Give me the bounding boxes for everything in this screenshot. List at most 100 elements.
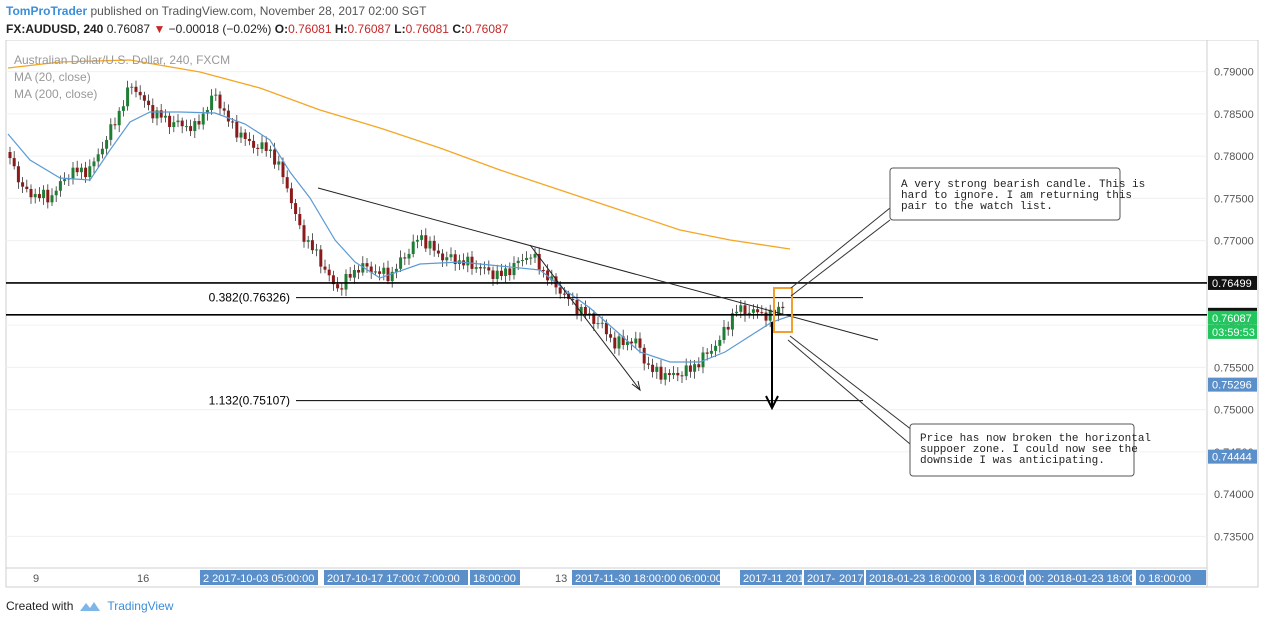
annotation-line: downside I was anticipating. <box>920 455 1105 467</box>
price-tick-label: 0.78500 <box>1214 109 1254 121</box>
candle-body <box>16 166 20 183</box>
candle-body <box>499 270 503 276</box>
plot-area[interactable] <box>5 40 1208 569</box>
downtrend-line[interactable] <box>317 187 879 341</box>
candle-body <box>37 194 41 199</box>
candle-body <box>134 86 138 92</box>
candle-body <box>550 276 554 281</box>
candle-body <box>659 366 663 380</box>
candle-body <box>701 352 705 368</box>
candle-body <box>579 306 583 315</box>
candle-body <box>529 257 533 259</box>
time-label-bg <box>1136 570 1206 585</box>
candle-body <box>130 86 134 88</box>
price-change: −0.00018 (−0.02%) <box>168 22 272 36</box>
ohlc-low-value: 0.76081 <box>405 22 449 36</box>
time-axis-label: 06:00:00 <box>679 573 722 585</box>
candle-body <box>369 266 373 273</box>
price-tag-label: 0.76087 <box>1212 313 1252 325</box>
time-label-bg <box>572 570 676 585</box>
candle-body <box>323 266 327 270</box>
candle-body <box>386 267 390 282</box>
candle-body <box>520 260 524 262</box>
candle-body <box>781 306 785 309</box>
candle-body <box>348 274 352 278</box>
candle-body <box>735 311 739 314</box>
candle-body <box>445 257 449 261</box>
candle-body <box>672 372 676 375</box>
candle-body <box>226 110 230 122</box>
candle-body <box>260 142 264 149</box>
price-tick-label: 0.75000 <box>1214 405 1254 417</box>
annotation-bearish-candle[interactable]: A very strong bearish candle. This is ha… <box>889 167 1145 221</box>
arrow-head-icon <box>631 380 641 392</box>
candle-body <box>739 305 743 312</box>
candle-body <box>512 263 516 276</box>
ma20-line <box>7 111 791 363</box>
candle-body <box>54 190 58 196</box>
series-title: Australian Dollar/U.S. Dollar, 240, FXCM <box>14 53 230 67</box>
candle-body <box>630 341 634 344</box>
price-chart[interactable]: 0.382(0.76326) 1.132(0.75107) A very str… <box>0 40 1265 590</box>
annotation-line: A very strong bearish candle. This is <box>901 179 1145 191</box>
candle-body <box>432 240 436 251</box>
candle-body <box>310 240 314 251</box>
time-label-bg <box>470 570 520 585</box>
candle-body <box>525 257 529 261</box>
ohlc-close-label: C: <box>452 22 465 36</box>
candle-body <box>163 115 167 118</box>
candle-body <box>268 149 272 151</box>
last-price: 0.76087 <box>106 22 151 36</box>
candle-body <box>483 267 487 269</box>
candle-body <box>302 225 306 242</box>
publish-line: TomProTrader published on TradingView.co… <box>6 4 426 18</box>
candle-body <box>285 177 289 189</box>
candle-body <box>327 269 331 276</box>
candle-body <box>449 254 453 258</box>
annotation-line: hard to ignore. I am returning this <box>901 190 1132 202</box>
legend-ma20[interactable]: MA (20, close) <box>14 70 91 84</box>
candle-body <box>516 260 520 264</box>
candle-body <box>642 347 646 364</box>
candle-body <box>79 167 83 173</box>
ohlc-high-value: 0.76087 <box>347 22 391 36</box>
ma200-line <box>7 59 791 250</box>
candle-body <box>243 132 247 139</box>
time-axis-label: 2 2017-10-03 05:00:00 <box>203 573 314 585</box>
down-arrow-icon: ▼ <box>153 22 166 36</box>
candle-body <box>403 257 407 259</box>
legend-ma200[interactable]: MA (200, close) <box>14 87 97 101</box>
candle-body <box>63 179 67 182</box>
annotation-line: suppoer zone. I could now see the <box>920 444 1138 456</box>
candle-body <box>50 195 54 203</box>
candle-body <box>12 158 16 167</box>
created-with-text: Created with <box>6 599 74 613</box>
candle-body <box>231 121 235 123</box>
candle-body <box>466 256 470 266</box>
candle-body <box>84 167 88 178</box>
highlight-box[interactable] <box>773 287 793 333</box>
time-axis-label: 2017 <box>839 573 863 585</box>
time-label-bg <box>324 570 446 585</box>
price-tag-label: 03:59:53 <box>1212 327 1255 339</box>
author-link[interactable]: TomProTrader <box>6 4 88 18</box>
ohlc-open-label: O: <box>274 22 289 36</box>
candle-body <box>382 267 386 274</box>
candle-body <box>747 312 751 316</box>
candle-body <box>331 275 335 285</box>
time-axis-label: 16 <box>137 573 149 585</box>
candle-body <box>264 142 268 151</box>
candle-body <box>21 182 25 187</box>
candle-body <box>126 87 130 107</box>
tradingview-link[interactable]: TradingView <box>107 599 174 613</box>
time-axis-label: 3 18:00:00 <box>979 573 1031 585</box>
symbol-label: FX:AUDUSD, 240 <box>6 22 104 36</box>
candle-body <box>33 194 37 198</box>
candle-body <box>319 249 323 267</box>
time-axis-label: 2017-11 201 <box>743 573 804 585</box>
time-label-bg <box>420 570 468 585</box>
candle-body <box>592 313 596 324</box>
annotation-breakdown[interactable]: Price has now broken the horizontal supp… <box>909 423 1151 477</box>
time-axis-label: 9 <box>33 573 39 585</box>
candle-body <box>693 364 697 372</box>
